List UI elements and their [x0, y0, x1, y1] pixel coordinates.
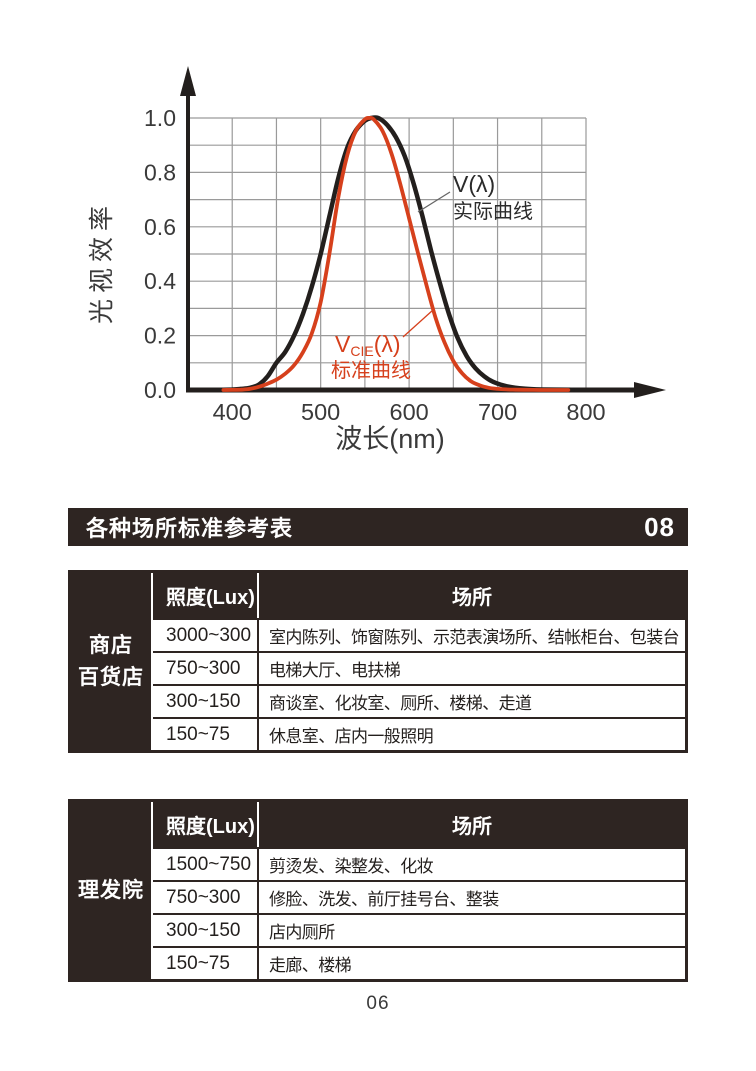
category-line: 理发院 — [78, 878, 144, 902]
place-value: 休息室、店内一般照明 — [269, 727, 434, 746]
place-value: 电梯大厅、电扶梯 — [269, 661, 401, 680]
section-title: 各种场所标准参考表 — [86, 516, 294, 541]
x-tick-label: 600 — [390, 399, 429, 425]
y-tick-label: 0.2 — [144, 323, 176, 349]
table-barbershop: 理发院 照度(Lux) 场所 1500~750 剪烫发、染整发、化妆 750~3… — [68, 799, 688, 982]
x-tick-label: 700 — [478, 399, 517, 425]
table-row: 3000~300 室内陈列、饰窗陈列、示范表演场所、结帐柜台、包装台 — [153, 618, 685, 651]
table-body: 照度(Lux) 场所 1500~750 剪烫发、染整发、化妆 750~300 修… — [153, 802, 685, 979]
lux-value: 750~300 — [153, 882, 259, 913]
column-header-lux: 照度(Lux) — [153, 802, 259, 847]
place-value: 走廊、楼梯 — [269, 956, 352, 975]
section-number-badge: 08 — [644, 511, 675, 542]
category-line: 商店 — [89, 634, 133, 657]
leader-line-actual — [417, 191, 451, 213]
table-row: 750~300 电梯大厅、电扶梯 — [153, 651, 685, 684]
table-row: 750~300 修脸、洗发、前厅挂号台、整装 — [153, 880, 685, 913]
curve-label-standard: VCIE(λ) — [335, 331, 401, 359]
y-axis-arrow — [180, 66, 196, 96]
lux-value: 1500~750 — [153, 849, 259, 880]
table-category: 商店 百货店 — [71, 573, 153, 750]
place-value: 商谈室、化妆室、厕所、楼梯、走道 — [269, 694, 532, 713]
table-shops-department-stores: 商店 百货店 照度(Lux) 场所 3000~300 室内陈列、饰窗陈列、示范表… — [68, 570, 688, 753]
table-header-row: 照度(Lux) 场所 — [153, 573, 685, 618]
place-value: 店内厕所 — [269, 923, 335, 942]
lux-value: 3000~300 — [153, 620, 259, 651]
x-tick-label: 500 — [301, 399, 340, 425]
y-tick-label: 0.6 — [144, 214, 176, 240]
lux-value: 150~75 — [153, 948, 259, 979]
place-value: 修脸、洗发、前厅挂号台、整装 — [269, 890, 499, 909]
lux-value: 750~300 — [153, 653, 259, 684]
curve-label-actual-sub: 实际曲线 — [453, 200, 533, 223]
table-row: 150~75 休息室、店内一般照明 — [153, 717, 685, 750]
table-category: 理发院 — [71, 802, 153, 979]
page-number: 06 — [366, 993, 390, 1014]
lux-value: 300~150 — [153, 686, 259, 717]
place-value: 剪烫发、染整发、化妆 — [269, 857, 434, 876]
table-row: 150~75 走廊、楼梯 — [153, 946, 685, 979]
column-header-place: 场所 — [452, 816, 492, 838]
table-row: 300~150 店内厕所 — [153, 913, 685, 946]
curve-label-actual: V(λ) — [453, 171, 495, 197]
table-header-row: 照度(Lux) 场所 — [153, 802, 685, 847]
curve-label-standard-sub: 标准曲线 — [331, 359, 411, 382]
y-axis-title: 光视效率 — [88, 200, 116, 324]
y-tick-label: 0.0 — [144, 377, 176, 403]
luminous-efficiency-chart: 0.0 0.2 0.4 0.6 0.8 1.0 400 500 600 700 800 波长(nm) 光… — [88, 66, 666, 454]
curve-standard — [221, 115, 571, 392]
x-tick-label: 400 — [213, 399, 252, 425]
section-header-bar: 各种场所标准参考表 08 — [68, 508, 688, 546]
y-tick-label: 0.8 — [144, 159, 176, 185]
column-header-place: 场所 — [452, 587, 492, 609]
chart-area: 0.0 0.2 0.4 0.6 0.8 1.0 400 500 600 700 800 波长(nm) 光… — [70, 52, 670, 464]
table-body: 照度(Lux) 场所 3000~300 室内陈列、饰窗陈列、示范表演场所、结帐柜… — [153, 573, 685, 750]
column-header-lux: 照度(Lux) — [153, 573, 259, 618]
category-line: 百货店 — [78, 665, 144, 689]
y-tick-label: 0.4 — [144, 268, 176, 294]
curve-actual — [221, 115, 575, 392]
table-row: 300~150 商谈室、化妆室、厕所、楼梯、走道 — [153, 684, 685, 717]
lux-value: 150~75 — [153, 719, 259, 750]
lux-value: 300~150 — [153, 915, 259, 946]
x-tick-label: 800 — [566, 399, 605, 425]
table-row: 1500~750 剪烫发、染整发、化妆 — [153, 847, 685, 880]
place-value: 室内陈列、饰窗陈列、示范表演场所、结帐柜台、包装台 — [269, 628, 680, 647]
leader-line-standard — [402, 309, 434, 338]
x-axis-arrow — [634, 382, 666, 398]
y-tick-label: 1.0 — [144, 105, 176, 131]
x-axis-title: 波长(nm) — [335, 424, 445, 454]
